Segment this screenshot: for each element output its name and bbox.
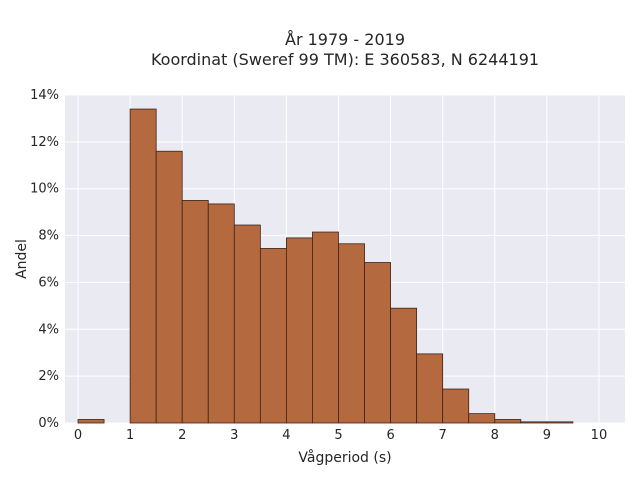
- x-tick-label: 8: [491, 428, 499, 443]
- x-axis-label: Vågperiod (s): [298, 449, 391, 466]
- histogram-bar: [338, 243, 365, 424]
- chart-title-line-1: År 1979 - 2019: [285, 30, 405, 49]
- histogram-bar: [312, 231, 339, 424]
- y-tick-label: 6%: [38, 275, 59, 290]
- x-tick-label: 3: [230, 428, 238, 443]
- histogram-bar: [77, 419, 105, 424]
- y-tick-label: 12%: [30, 135, 59, 150]
- x-tick-label: 0: [74, 428, 82, 443]
- y-tick-label: 14%: [30, 88, 59, 103]
- histogram-bar: [181, 200, 209, 424]
- histogram-bar: [129, 108, 157, 424]
- x-tick-label: 9: [543, 428, 551, 443]
- x-tick-labels: 0 1 2 3 4 5 6 7 8 9 10: [74, 428, 607, 443]
- y-tick-label: 8%: [38, 229, 59, 244]
- histogram-bar: [494, 419, 522, 424]
- x-tick-label: 7: [439, 428, 447, 443]
- histogram-bar: [285, 237, 313, 424]
- histogram-bar: [442, 388, 470, 424]
- histogram-bar: [233, 224, 261, 424]
- histogram-bar: [259, 248, 287, 424]
- histogram-bar: [546, 421, 574, 424]
- histogram-bar: [520, 421, 548, 424]
- y-tick-labels: 0% 2% 4% 6% 8% 10% 12% 14%: [30, 88, 59, 431]
- x-tick-label: 1: [126, 428, 134, 443]
- x-tick-label: 4: [282, 428, 290, 443]
- histogram-bar: [364, 262, 391, 424]
- bars: [77, 108, 574, 424]
- histogram-bar: [390, 307, 418, 424]
- x-tick-label: 5: [334, 428, 342, 443]
- chart-title-line-2: Koordinat (Sweref 99 TM): E 360583, N 62…: [151, 50, 539, 69]
- x-tick-label: 10: [591, 428, 608, 443]
- histogram-bar: [207, 203, 235, 424]
- histogram-bar: [468, 413, 496, 424]
- x-tick-label: 2: [178, 428, 186, 443]
- y-tick-label: 2%: [38, 369, 59, 384]
- histogram-bar: [155, 150, 183, 424]
- y-tick-label: 10%: [30, 182, 59, 197]
- x-tick-label: 6: [386, 428, 394, 443]
- y-axis-label: Andel: [14, 239, 30, 279]
- histogram-bar: [416, 353, 444, 424]
- y-tick-label: 4%: [38, 322, 59, 337]
- y-tick-label: 0%: [38, 416, 59, 431]
